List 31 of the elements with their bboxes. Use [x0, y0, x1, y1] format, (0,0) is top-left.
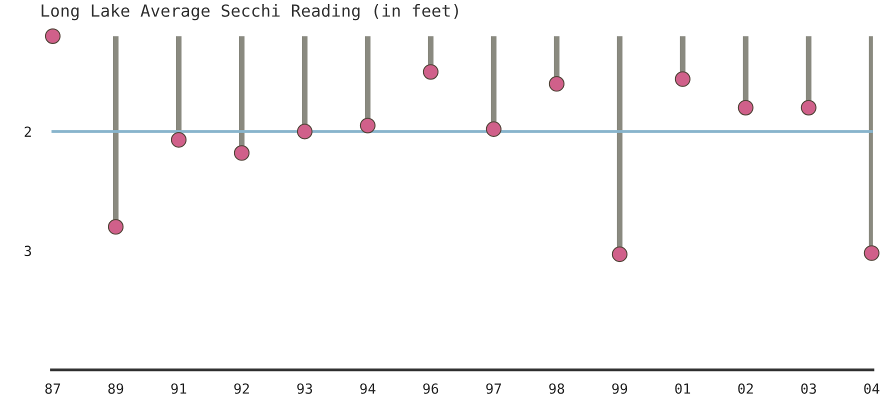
x-tick-label: 93	[297, 383, 312, 394]
y-tick-label: 2	[24, 126, 31, 137]
point	[486, 121, 502, 137]
x-tick-label: 99	[612, 383, 628, 394]
point	[108, 219, 124, 235]
y-tick-label: 3	[24, 246, 32, 256]
x-tick-label: 03	[801, 383, 816, 394]
point	[44, 28, 61, 44]
x-tick-label: 87	[45, 383, 60, 394]
chart-title: Long Lake Average Secchi Reading (in feet)	[42, 4, 458, 20]
point	[422, 64, 439, 80]
point	[864, 245, 880, 261]
point	[674, 71, 691, 87]
x-tick-label: 98	[549, 383, 564, 394]
point	[738, 100, 754, 116]
point	[360, 118, 376, 134]
point	[800, 100, 816, 116]
point	[612, 246, 628, 262]
point	[296, 124, 313, 140]
x-tick-label: 01	[675, 383, 690, 394]
x-tick-label: 04	[864, 383, 880, 394]
point	[234, 145, 250, 161]
point	[548, 76, 565, 92]
x-tick-label: 02	[738, 383, 753, 394]
point	[170, 132, 187, 148]
x-tick-label: 91	[171, 383, 186, 394]
x-tick-label: 97	[486, 383, 502, 394]
x-tick-label: 94	[360, 383, 376, 394]
x-tick-label: 96	[423, 383, 438, 394]
x-tick-label: 89	[108, 383, 124, 394]
x-tick-label: 92	[234, 383, 249, 394]
